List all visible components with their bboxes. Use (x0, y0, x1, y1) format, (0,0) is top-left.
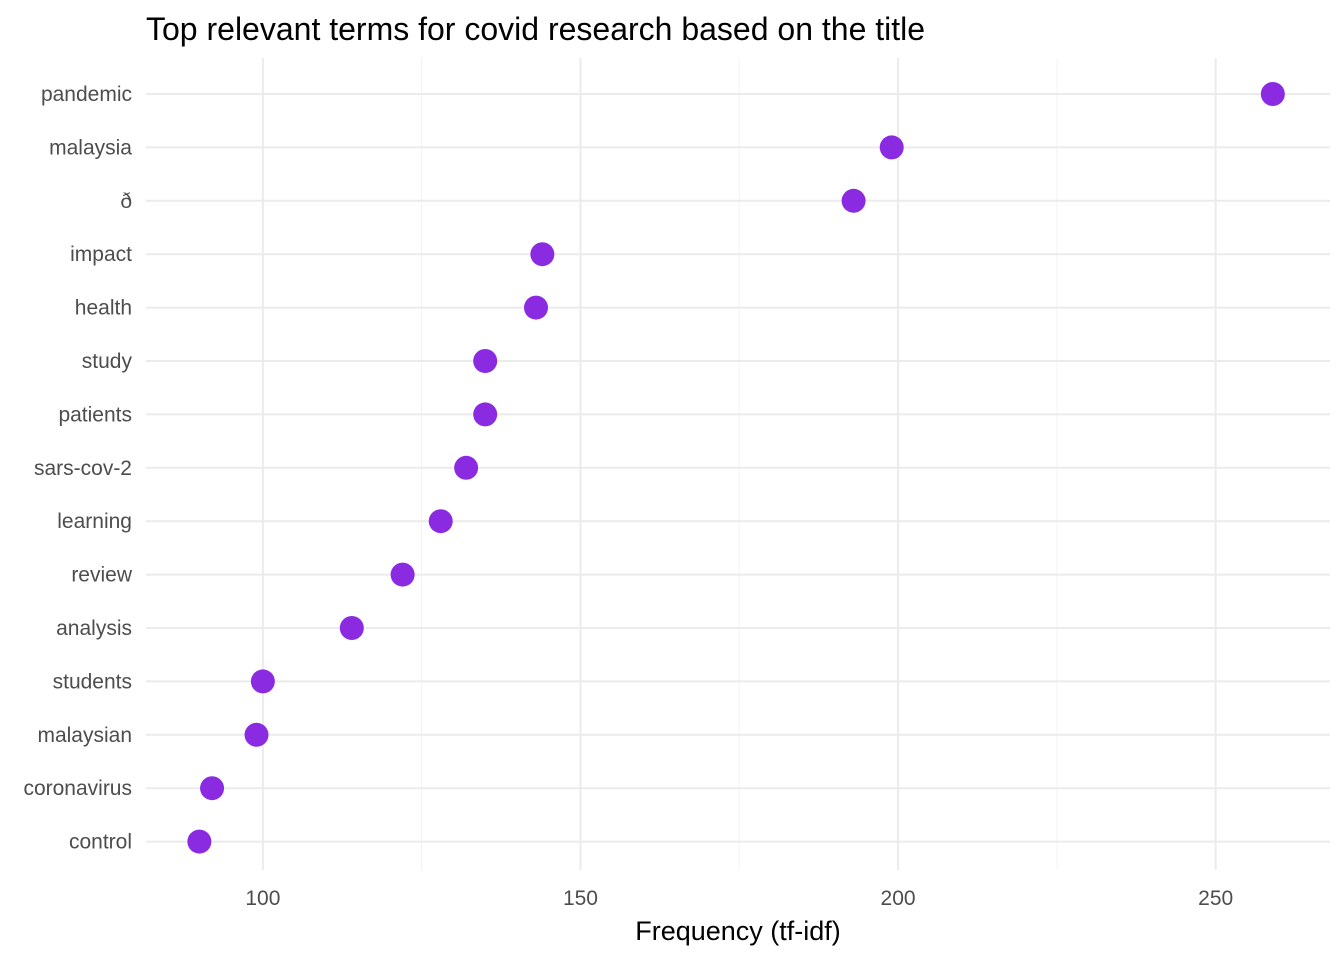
y-tick-label: ð (120, 190, 132, 213)
x-axis-tick-labels: 100 150 200 250 (245, 887, 1233, 910)
y-tick-label: health (75, 297, 132, 320)
data-point (473, 349, 498, 373)
data-point (339, 616, 364, 640)
y-tick-label: coronavirus (23, 777, 132, 800)
data-point (428, 509, 453, 534)
y-tick-label: students (53, 670, 132, 693)
y-tick-label: pandemic (41, 83, 132, 106)
minor-grid (421, 58, 1058, 870)
data-points (187, 82, 1285, 854)
x-tick-label: 150 (563, 887, 598, 910)
y-tick-label: patients (58, 403, 132, 426)
data-point (454, 455, 479, 480)
data-point (187, 829, 212, 854)
x-tick-label: 100 (245, 887, 280, 910)
x-tick-label: 200 (881, 887, 916, 910)
y-tick-label: learning (57, 510, 132, 533)
y-tick-label: malaysia (49, 136, 132, 159)
data-point (879, 135, 904, 160)
data-point (473, 402, 498, 427)
y-tick-label: control (69, 831, 132, 854)
y-tick-label: sars-cov-2 (34, 457, 132, 480)
major-grid (146, 58, 1330, 870)
x-tick-label: 250 (1198, 887, 1233, 910)
x-axis-label: Frequency (tf-idf) (635, 916, 841, 946)
data-point (530, 242, 555, 267)
y-tick-label: review (71, 564, 133, 587)
data-point (841, 188, 866, 213)
data-point (524, 295, 549, 320)
data-point (250, 669, 275, 694)
y-tick-label: study (82, 350, 133, 373)
data-point (200, 776, 225, 801)
chart-title: Top relevant terms for covid research ba… (146, 11, 925, 47)
data-point (390, 562, 415, 587)
data-point (244, 722, 269, 747)
y-axis-tick-labels: pandemic malaysia ð impact health study patien… (23, 83, 132, 854)
y-tick-label: impact (70, 243, 132, 266)
y-tick-label: malaysian (37, 724, 132, 747)
data-point (1260, 82, 1285, 106)
y-tick-label: analysis (56, 617, 132, 640)
